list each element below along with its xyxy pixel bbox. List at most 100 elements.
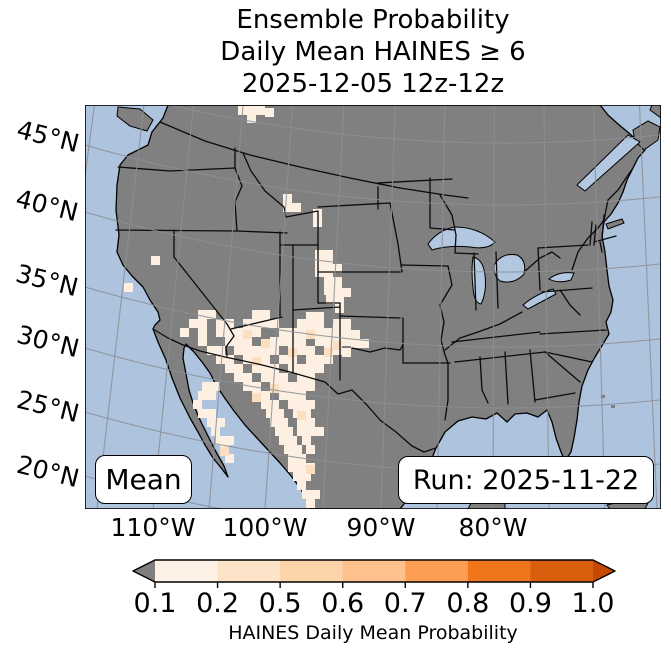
state-border [537,247,541,291]
probability-cell [297,481,306,490]
state-border [495,251,499,309]
colorbar-segment [405,560,469,582]
probability-cell [279,373,288,382]
colorbar-area: 0.1 0.2 0.5 0.6 0.7 0.8 0.9 1.0 HAINES Daily Me… [0,552,671,658]
longitude-gridline [152,105,195,509]
probability-cell [302,490,311,499]
probability-cell [275,409,284,418]
probability-cell [297,400,306,409]
probability-cell [315,328,324,337]
probability-cell [279,355,288,364]
probability-cell [207,391,216,400]
probability-cell [243,373,252,382]
probability-cell [288,400,297,409]
lon-tick-label: 90°W [346,513,416,542]
probability-cell [302,436,311,445]
state-border [234,147,243,232]
title-line-2: Daily Mean HAINES ≥ 6 [220,37,526,67]
probability-cell [252,310,261,319]
state-border [544,351,593,363]
probability-cell [315,364,324,373]
lat-tick-label: 45°N [13,114,83,159]
probability-cell [198,328,207,337]
probability-cell [216,436,225,445]
longitude-gridline [380,105,396,509]
probability-cell [256,106,265,115]
probability-cell [252,357,261,366]
probability-cell [261,355,270,364]
probability-cell [247,106,256,115]
latitude-gridline [85,144,661,206]
state-border [117,166,236,172]
state-border [159,121,469,199]
probability-cell [351,339,360,348]
probability-cell [252,364,261,373]
state-border [242,152,287,218]
probability-cell [279,337,288,346]
probability-cell [198,337,207,346]
probability-cell [261,391,270,400]
colorbar-segment [280,560,344,582]
state-border [225,323,235,357]
colorbar-tick-label: 0.5 [258,588,302,619]
probability-cell [293,445,302,454]
probability-cell [189,319,198,328]
probability-cell [243,346,252,355]
state-border [292,306,341,311]
probability-cell [315,319,324,328]
latitude-gridline [85,347,661,409]
probability-cell [333,328,342,337]
probability-cell [306,364,315,373]
probability-cell [306,355,315,364]
state-border [534,392,576,401]
colorbar-segment [530,560,594,582]
lake-ontario [548,272,575,283]
longitude-gridline [543,105,550,509]
lon-tick-label: 110°W [110,513,196,542]
probability-cell [193,400,202,409]
probability-cell [297,328,306,337]
mean-annotation-text: Mean [105,463,182,496]
probability-cell [207,346,216,355]
state-border [115,229,288,234]
probability-cell [288,382,297,391]
state-border [529,349,536,403]
probability-cell [333,319,342,328]
colorbar-tick-label: 0.6 [321,588,365,619]
bahamas-island [601,395,605,398]
probability-cell [225,436,234,445]
state-border [479,356,489,404]
probability-cell [279,418,288,427]
probability-cell [234,373,243,382]
state-border [571,219,605,271]
probability-cell [306,427,315,436]
probability-cell [302,472,311,481]
probability-cell [270,418,279,427]
probability-cell [243,319,252,328]
state-border [285,210,319,218]
probability-cell [324,328,333,337]
probability-cell [198,409,207,418]
state-border [541,287,593,293]
probability-cell [324,277,333,286]
lat-tick-label: 20°N [13,449,83,494]
probability-cell [326,295,335,304]
probability-cell [306,499,315,508]
state-border [504,351,509,405]
probability-cell [270,400,279,409]
probability-cell [342,348,351,357]
probability-cell [207,418,216,427]
probability-cell [234,364,243,373]
state-border [539,329,607,335]
probability-cell [333,264,342,273]
probability-cell [225,319,234,328]
title-line-1: Ensemble Probability [236,5,510,35]
colorbar-over-arrow [593,560,615,582]
probability-cell [293,472,302,481]
probability-cell [216,328,225,337]
state-border [589,221,593,246]
probability-cell [306,346,315,355]
probability-cell [252,328,261,337]
probability-cell [279,391,288,400]
longitude-gridline [96,105,145,509]
